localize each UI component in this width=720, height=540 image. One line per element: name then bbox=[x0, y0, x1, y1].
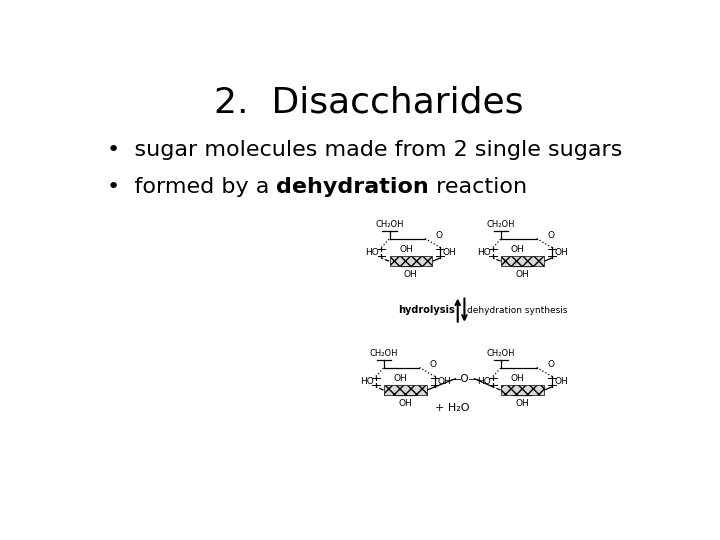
Text: OH: OH bbox=[404, 271, 418, 279]
Text: HO: HO bbox=[365, 248, 379, 257]
Text: reaction: reaction bbox=[429, 177, 527, 197]
Text: OH: OH bbox=[437, 377, 451, 386]
Text: OH: OH bbox=[399, 245, 413, 254]
Text: OH: OH bbox=[510, 374, 525, 383]
Text: HO: HO bbox=[477, 248, 490, 257]
Text: hydrolysis: hydrolysis bbox=[398, 305, 455, 315]
Text: •  sugar molecules made from 2 single sugars: • sugar molecules made from 2 single sug… bbox=[107, 140, 622, 160]
Text: CH₂OH: CH₂OH bbox=[369, 349, 398, 358]
Bar bbox=[501, 256, 544, 266]
Text: OH: OH bbox=[394, 374, 408, 383]
Text: CH₂OH: CH₂OH bbox=[375, 220, 404, 229]
Text: —O—: —O— bbox=[451, 374, 480, 384]
Text: OH: OH bbox=[554, 248, 568, 257]
Bar bbox=[390, 256, 432, 266]
Text: HO: HO bbox=[477, 377, 490, 386]
Text: OH: OH bbox=[516, 399, 529, 408]
Text: 2.  Disaccharides: 2. Disaccharides bbox=[215, 85, 523, 119]
Text: CH₂OH: CH₂OH bbox=[487, 349, 516, 358]
Text: + H₂O: + H₂O bbox=[436, 403, 470, 413]
Text: O: O bbox=[430, 360, 437, 369]
Bar bbox=[501, 385, 544, 395]
Text: OH: OH bbox=[516, 271, 529, 279]
Text: dehydration: dehydration bbox=[276, 177, 429, 197]
Text: dehydration synthesis: dehydration synthesis bbox=[467, 306, 567, 315]
Text: •  formed by a: • formed by a bbox=[107, 177, 276, 197]
Text: OH: OH bbox=[510, 245, 525, 254]
Text: O: O bbox=[547, 231, 554, 240]
Text: OH: OH bbox=[554, 377, 568, 386]
Text: OH: OH bbox=[398, 399, 412, 408]
Text: O: O bbox=[547, 360, 554, 369]
Text: OH: OH bbox=[443, 248, 456, 257]
Text: CH₂OH: CH₂OH bbox=[487, 220, 516, 229]
Text: O: O bbox=[436, 231, 443, 240]
Bar bbox=[384, 385, 427, 395]
Text: HO: HO bbox=[360, 377, 374, 386]
